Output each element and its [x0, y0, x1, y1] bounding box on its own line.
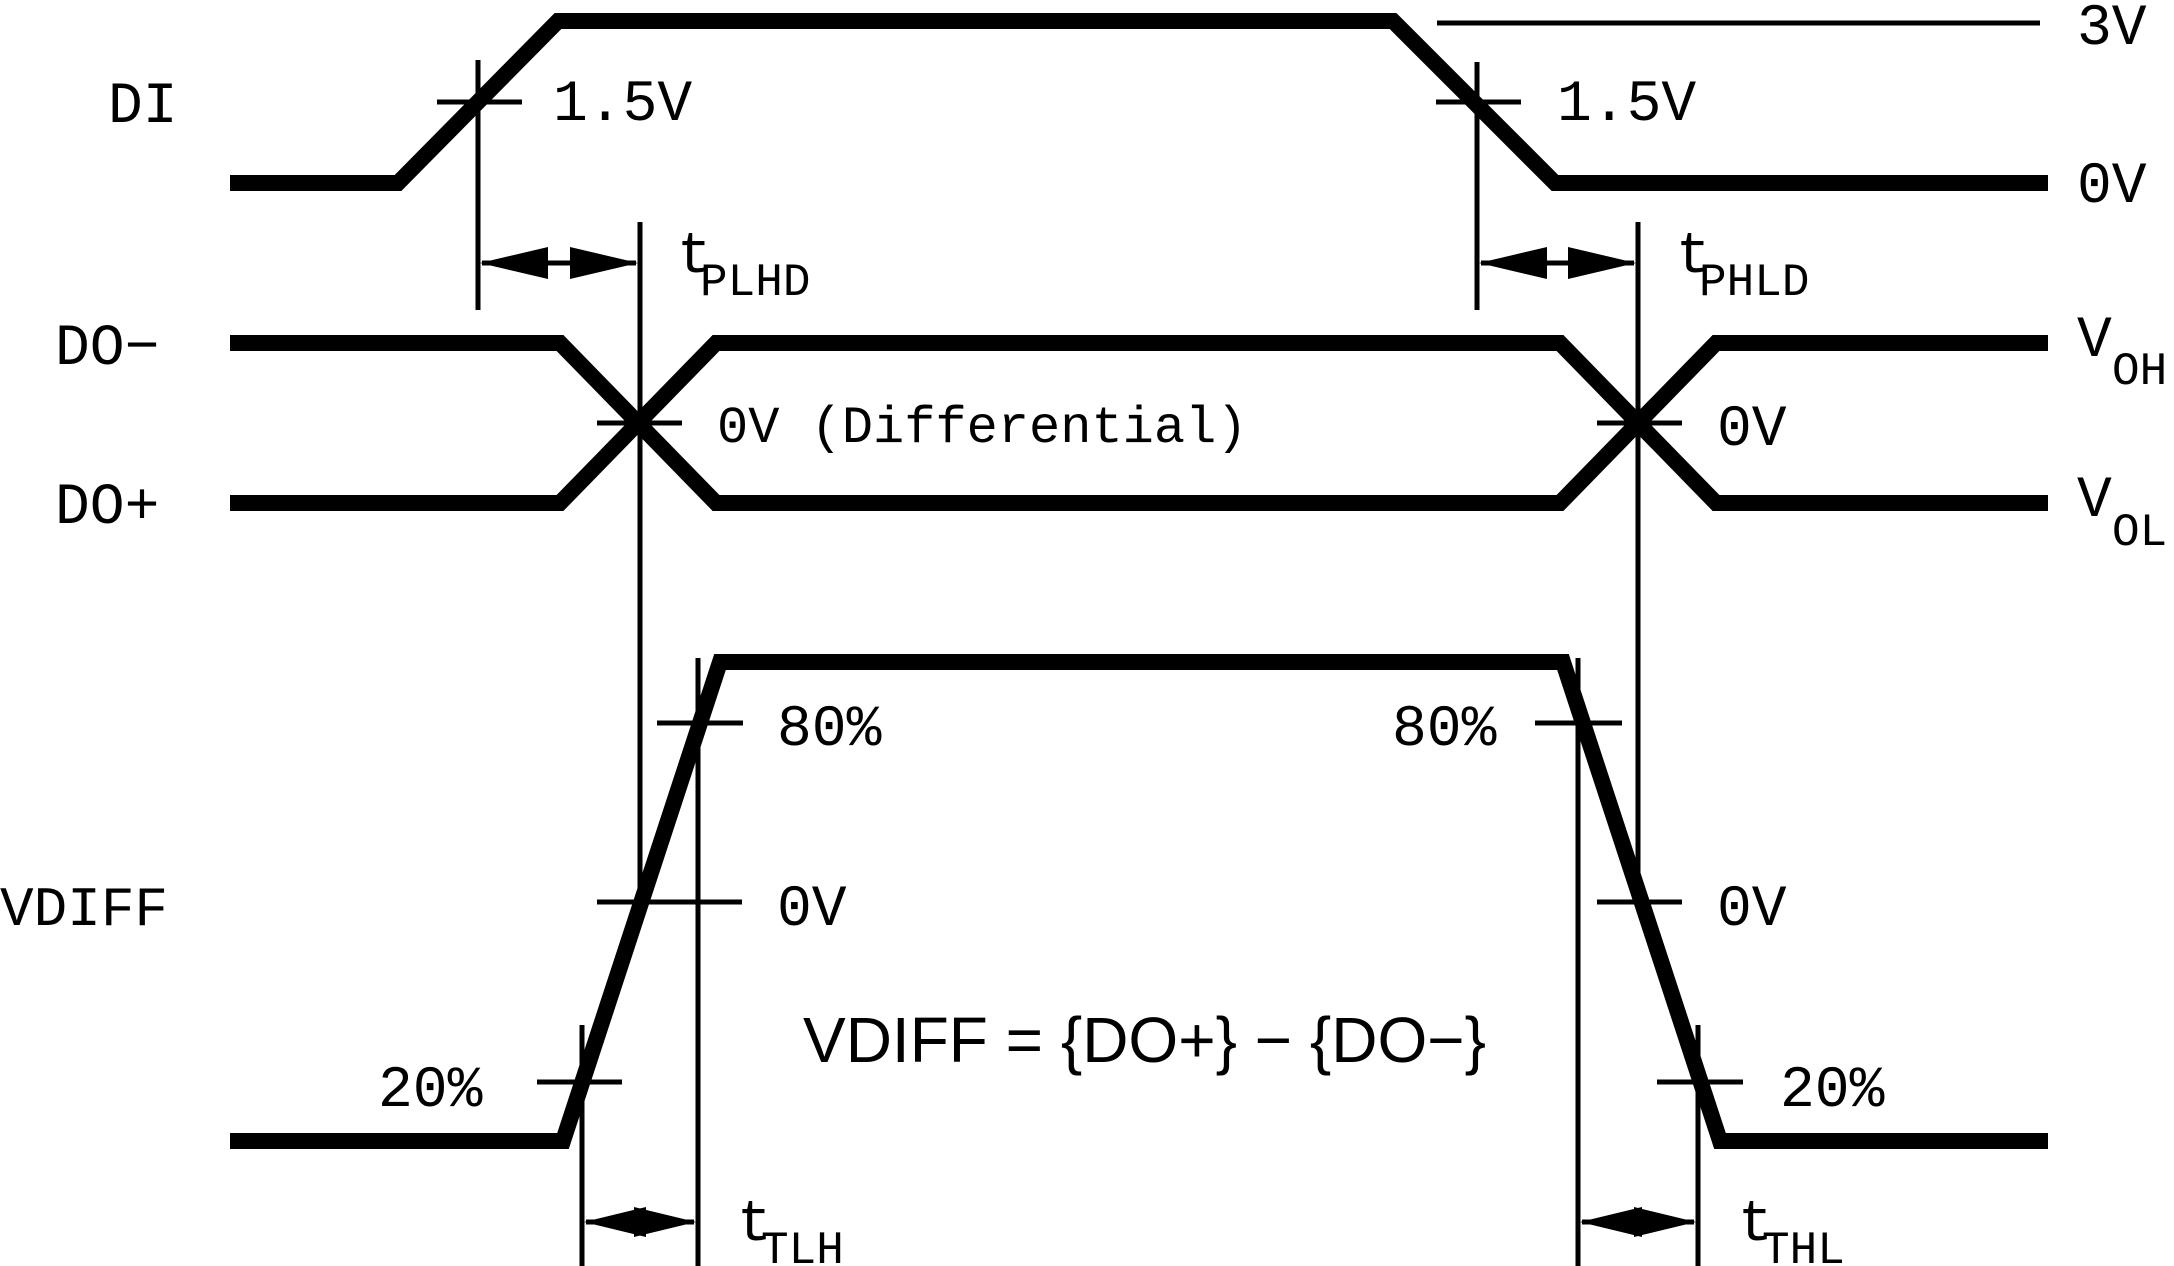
di-fall-threshold-label: 1.5V	[1557, 73, 1696, 138]
do-right-crossing-label: 0V	[1717, 398, 1787, 463]
tphld-arrowhead-left-icon	[1479, 247, 1547, 279]
tphld-label-main: t	[1676, 225, 1711, 290]
vdiff-fall-20pct-label: 20%	[1780, 1059, 1885, 1124]
do-waveform-line-a	[230, 335, 2048, 511]
tthl-arrowhead-right-icon	[1634, 1207, 1696, 1237]
di-low-ref-label: 0V	[2077, 155, 2147, 220]
do-plus-signal-label: DO+	[55, 476, 159, 541]
ttlh-arrowhead-left-icon	[584, 1207, 646, 1237]
vdiff-rise-80pct-label: 80%	[777, 698, 882, 763]
vdiff-formula-text: VDIFF = {DO+} − {DO−}	[803, 1004, 1486, 1076]
tplhd-label-subscript: PLHD	[700, 257, 810, 309]
do-minus-signal-label: DO−	[55, 317, 159, 382]
vdiff-rise-20pct-label: 20%	[378, 1059, 483, 1124]
ttlh-label-main: t	[737, 1193, 772, 1258]
ttlh-label-subscript: TLH	[761, 1225, 844, 1266]
vdiff-rise-0v-label: 0V	[777, 878, 847, 943]
vol-ref-label-subscript: OL	[2112, 507, 2167, 559]
tphld-label-subscript: PHLD	[1699, 257, 1809, 309]
do-waveform-line-b	[230, 335, 2048, 511]
vol-ref-label-main: V	[2077, 469, 2112, 534]
tplhd-arrowhead-left-icon	[480, 247, 548, 279]
ttlh-arrowhead-right-icon	[634, 1207, 696, 1237]
vdiff-signal-label: VDIFF	[0, 878, 168, 942]
di-waveform	[230, 12, 2048, 191]
tplhd-arrowhead-right-icon	[570, 247, 638, 279]
tplhd-label-main: t	[677, 225, 712, 290]
di-rise-threshold-label: 1.5V	[553, 73, 692, 138]
vdiff-fall-80pct-label: 80%	[1392, 698, 1497, 763]
vdiff-fall-0v-label: 0V	[1717, 878, 1787, 943]
tthl-arrowhead-left-icon	[1580, 1207, 1642, 1237]
tthl-label-main: t	[1738, 1193, 1773, 1258]
di-high-ref-label: 3V	[2077, 0, 2147, 62]
voh-ref-label-main: V	[2077, 309, 2112, 374]
voh-ref-label-subscript: OH	[2112, 346, 2167, 398]
vdiff-waveform	[230, 654, 2048, 1149]
di-signal-label: DI	[108, 75, 178, 140]
tphld-arrowhead-right-icon	[1568, 247, 1636, 279]
tthl-label-subscript: THL	[1762, 1225, 1845, 1266]
do-left-crossing-label: 0V (Differential)	[717, 399, 1248, 458]
